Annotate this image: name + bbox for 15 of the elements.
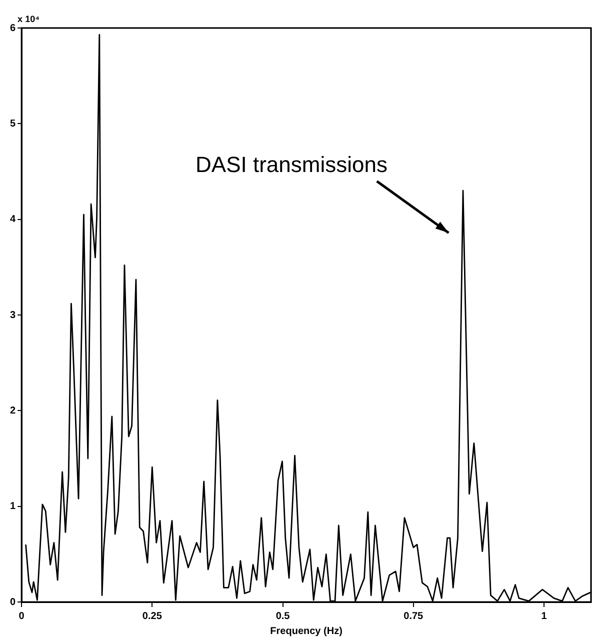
x-tick-label: 0.5	[276, 610, 290, 622]
x-axis-title: Frequency (Hz)	[270, 626, 342, 637]
y-tick-label: 0	[10, 596, 16, 608]
y-tick-label: 5	[10, 118, 16, 130]
annotation: DASI transmissions	[196, 152, 388, 177]
x-tick-label: 0.25	[142, 610, 162, 622]
y-tick-label: 6	[10, 22, 16, 34]
y-tick-label: 3	[10, 310, 16, 321]
x-tick-label: 0.75	[404, 610, 424, 622]
y-tick-label: 1	[10, 501, 16, 512]
y-tick-label: 4	[10, 214, 16, 226]
text: x 10⁴	[18, 14, 40, 24]
y-tick-label: 2	[10, 405, 16, 416]
x-tick-label: 0	[18, 610, 25, 622]
x-tick-label: 1	[541, 610, 548, 622]
